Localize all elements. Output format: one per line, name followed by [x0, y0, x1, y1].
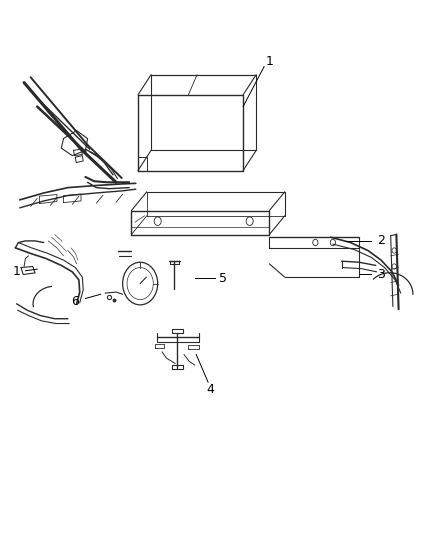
Text: 1: 1	[265, 55, 273, 68]
Text: 2: 2	[377, 235, 385, 247]
Text: 3: 3	[377, 268, 385, 281]
Text: 5: 5	[219, 272, 227, 285]
Text: 6: 6	[71, 295, 79, 308]
Text: 4: 4	[206, 383, 214, 395]
Text: 1: 1	[13, 265, 21, 278]
